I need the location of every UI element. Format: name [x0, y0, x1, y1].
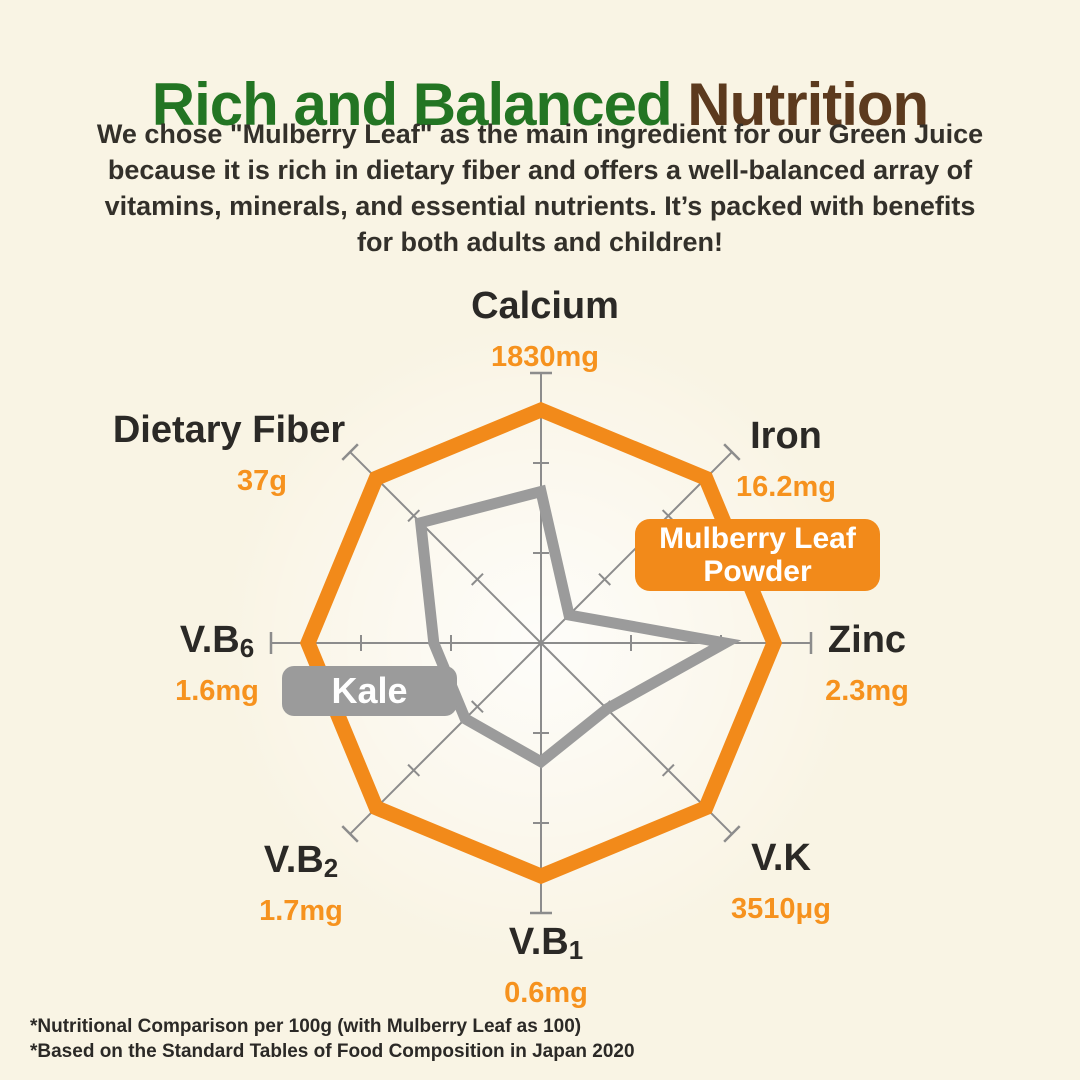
axis-end-cap: [341, 443, 359, 461]
axis-tick: [470, 700, 484, 714]
intro-line: We chose "Mulberry Leaf" as the main ing…: [96, 119, 984, 149]
footnote-line: *Nutritional Comparison per 100g (with M…: [30, 1016, 582, 1037]
axis-tick: [407, 509, 421, 523]
axis-label-dietary-fiber: Dietary Fiber 37g: [113, 410, 345, 498]
axis-label-zinc: Zinc 2.3mg: [825, 619, 909, 707]
axis-value-calcium: 1830mg: [490, 341, 600, 373]
legend-mulberry-line2: Powder: [703, 555, 812, 588]
intro-line: for both adults and children!: [357, 227, 723, 257]
axis-tick: [598, 572, 612, 586]
axis-value-zinc: 2.3mg: [825, 675, 909, 707]
axis-label-vb1: V.B1 0.6mg: [504, 921, 588, 1009]
legend-kale-label: Kale: [331, 670, 408, 711]
axis-end-cap: [723, 443, 741, 461]
axis-value-vb2: 1.7mg: [259, 895, 343, 927]
axis-label-vb6: V.B6 1.6mg: [175, 619, 259, 707]
axis-value-dietary-fiber: 37g: [237, 465, 287, 497]
intro-text: We chose "Mulberry Leaf" as the main ing…: [0, 116, 1080, 260]
legend-mulberry-line1: Mulberry Leaf: [659, 522, 856, 555]
intro-line: vitamins, minerals, and essential nutrie…: [104, 191, 976, 221]
axis-value-vb6: 1.6mg: [175, 675, 259, 707]
axis-tick: [407, 763, 421, 777]
axis-value-vb1: 0.6mg: [504, 977, 588, 1009]
legend-kale-badge: Kale: [282, 666, 457, 716]
axis-value-iron: 16.2mg: [736, 471, 836, 503]
axis-label-calcium: Calcium 1830mg: [471, 285, 619, 373]
page-title: Rich and Balanced Nutrition: [0, 70, 1080, 139]
series-polygon-kale: [414, 484, 742, 769]
axis-end-cap: [723, 825, 741, 843]
axis-tick: [661, 763, 675, 777]
legend-mulberry-badge: Mulberry Leaf Powder: [635, 519, 880, 591]
title-green: Rich and Balanced: [151, 71, 673, 139]
footnote-line: *Based on the Standard Tables of Food Co…: [30, 1041, 635, 1062]
axis-tick: [470, 572, 484, 586]
title-brown: Nutrition: [687, 71, 929, 139]
axis-label-vk: V.K 3510μg: [731, 837, 831, 925]
axis-label-iron: Iron 16.2mg: [736, 415, 836, 503]
footnotes: *Nutritional Comparison per 100g (with M…: [30, 1014, 635, 1064]
intro-line: because it is rich in dietary fiber and …: [107, 155, 973, 185]
axis-value-vk: 3510μg: [731, 893, 831, 925]
axis-label-vb2: V.B2 1.7mg: [259, 839, 343, 927]
axis-end-cap: [341, 825, 359, 843]
